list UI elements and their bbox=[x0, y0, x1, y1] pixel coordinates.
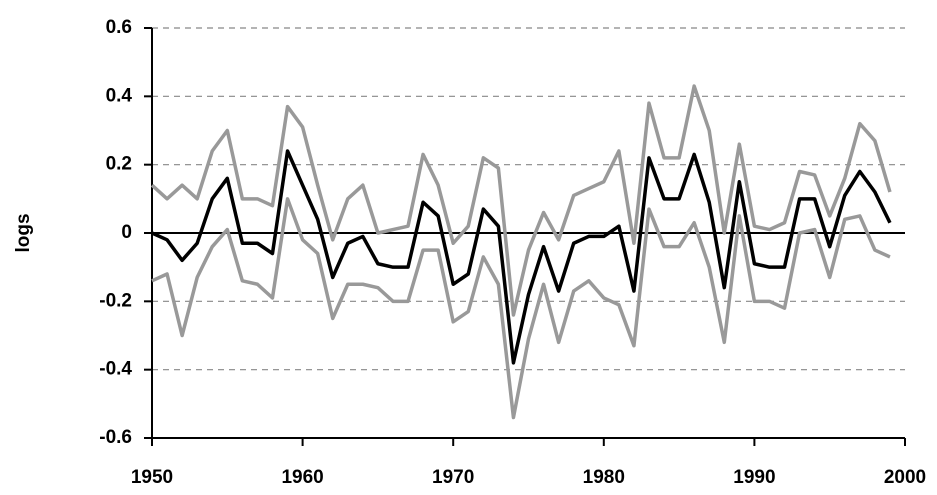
x-tick-label: 1960 bbox=[281, 467, 323, 488]
x-tick-label: 1970 bbox=[432, 467, 474, 488]
y-tick-label: 0.6 bbox=[106, 17, 132, 38]
y-tick-label: -0.4 bbox=[99, 359, 132, 380]
y-tick-label: -0.2 bbox=[99, 290, 132, 311]
line-series bbox=[151, 149, 892, 365]
y-tick-label: 0.4 bbox=[106, 85, 133, 106]
y-tick-label: -0.6 bbox=[99, 427, 132, 448]
y-axis-label: logs bbox=[13, 213, 34, 252]
x-tick-label: 1980 bbox=[583, 467, 625, 488]
line-series bbox=[151, 197, 891, 420]
line-series bbox=[150, 84, 892, 317]
x-tick-label: 1990 bbox=[733, 467, 775, 488]
x-tick-label: 1950 bbox=[131, 467, 173, 488]
y-tick-label: 0.2 bbox=[106, 154, 132, 175]
y-tick-label: 0 bbox=[121, 222, 132, 243]
x-tick-label: 2000 bbox=[884, 467, 926, 488]
